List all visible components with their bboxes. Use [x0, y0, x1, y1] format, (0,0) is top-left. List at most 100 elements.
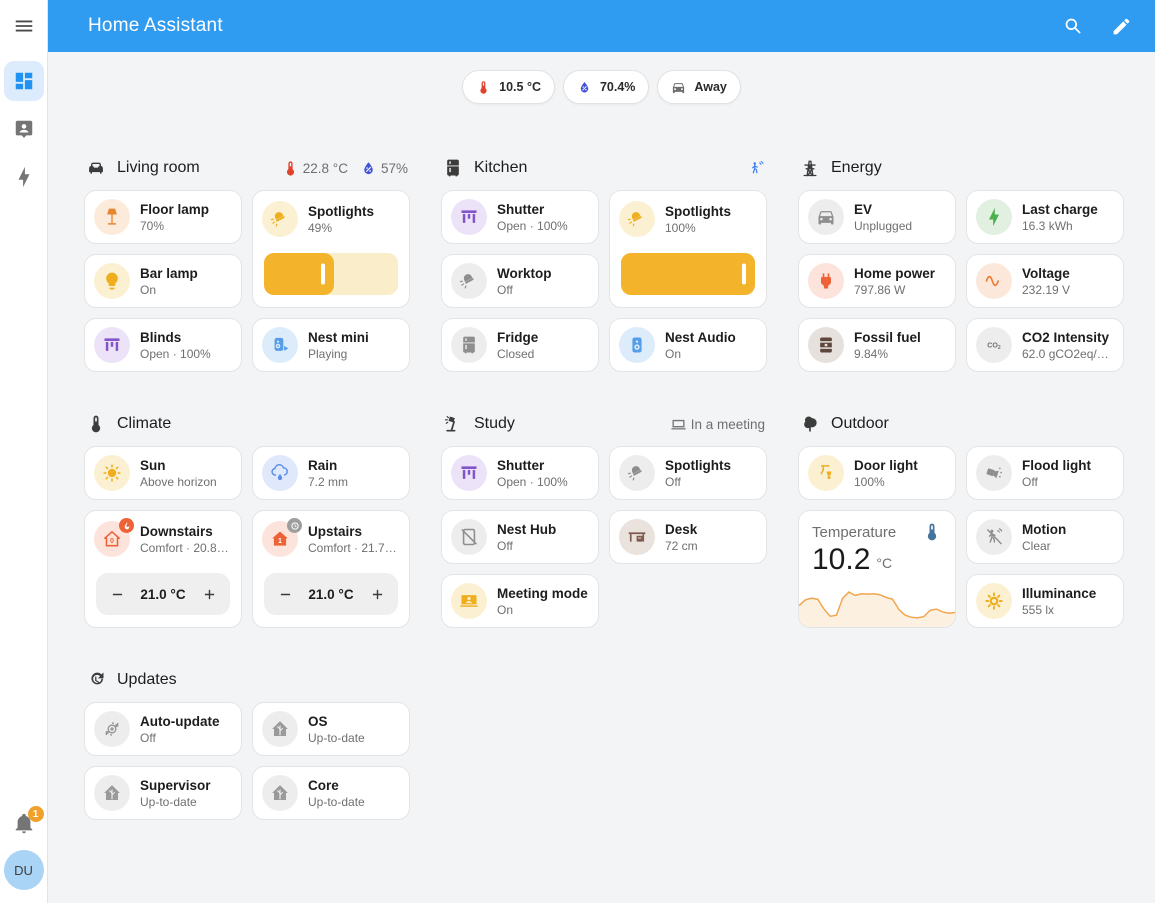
notifications-button[interactable]: 1 [13, 806, 44, 835]
svg-text:0: 0 [110, 537, 114, 545]
card-ev[interactable]: EV Unplugged [798, 190, 956, 244]
card-worktop[interactable]: Worktop Off [441, 254, 599, 308]
card-shutter[interactable]: Shutter Open · 100% [441, 446, 599, 500]
section-title: Climate [117, 415, 172, 432]
ceiling-light-icon [619, 201, 655, 237]
temp-increase-button[interactable] [188, 573, 230, 615]
section-header-updates: Updates [84, 670, 410, 690]
sensor-value-row: 10.2 °C [799, 542, 955, 577]
entity-name: Flood light [1022, 457, 1091, 473]
brightness-slider[interactable] [621, 253, 755, 295]
card-fridge[interactable]: Fridge Closed [441, 318, 599, 372]
magnify-icon [1063, 16, 1084, 37]
sensor-label: Temperature [812, 523, 897, 541]
card-text: Sun Above horizon [140, 458, 232, 489]
card-text: Rain 7.2 mm [308, 458, 400, 489]
sidebar-item-person-badge[interactable] [4, 109, 44, 149]
card-nest-mini[interactable]: Nest mini Playing [252, 318, 410, 372]
card-desk[interactable]: Desk 72 cm [609, 510, 767, 564]
card-text: Flood light Off [1022, 458, 1114, 489]
entity-name: Shutter [497, 457, 545, 473]
card-door-light[interactable]: Door light 100% [798, 446, 956, 500]
card-sun[interactable]: Sun Above horizon [84, 446, 242, 500]
brightness-slider[interactable] [264, 253, 398, 295]
card-auto-update[interactable]: Auto-update Off [84, 702, 242, 756]
card-text: Fridge Closed [497, 330, 589, 361]
card-text: Last charge 16.3 kWh [1022, 202, 1114, 233]
flash-icon [976, 199, 1012, 235]
slider-handle[interactable] [742, 263, 746, 285]
tablet-off-icon [451, 519, 487, 555]
entity-name: Auto-update [140, 713, 220, 729]
sensor-unit: °C [876, 555, 893, 571]
card-spotlights[interactable]: Spotlights Off [609, 446, 767, 500]
card-blinds[interactable]: Blinds Open · 100% [84, 318, 242, 372]
card-co2-intensity[interactable]: CO2 CO2 Intensity 62.0 gCO2eq/… [966, 318, 1124, 372]
card-core[interactable]: Core Up-to-date [252, 766, 410, 820]
entity-name: Spotlights [308, 203, 374, 219]
entity-status: 232.19 V [1022, 282, 1071, 297]
edit-button[interactable] [1111, 16, 1132, 37]
entity-status: Up-to-date [308, 794, 365, 809]
laptop-icon [670, 416, 687, 433]
card-home-power[interactable]: Home power 797.86 W [798, 254, 956, 308]
entity-status: Playing [308, 346, 348, 361]
card-voltage[interactable]: Voltage 232.19 V [966, 254, 1124, 308]
motion-sensor-icon [748, 160, 765, 177]
temp-decrease-button[interactable] [264, 573, 306, 615]
slider-handle[interactable] [320, 263, 325, 285]
user-avatar[interactable]: DU [3, 850, 44, 890]
card-text: Shutter Open · 100% [497, 458, 589, 489]
card-shutter[interactable]: Shutter Open · 100% [441, 190, 599, 244]
card-rain[interactable]: Rain 7.2 mm [252, 446, 410, 500]
card-temperature[interactable]: Temperature 10.2 °C [798, 510, 956, 628]
entity-name: Fossil fuel [854, 329, 921, 345]
card-bar-lamp[interactable]: Bar lamp On [84, 254, 242, 308]
card-nest-audio[interactable]: Nest Audio On [609, 318, 767, 372]
section-outdoor: Outdoor Door light 100% Flood light Off Tempe… [798, 414, 1124, 628]
meta-stat: 57% [360, 160, 408, 177]
card-illuminance[interactable]: Illuminance 555 lx [966, 574, 1124, 628]
card-meeting-mode[interactable]: Meeting mode On [441, 574, 599, 628]
target-temperature: 21.0 °C [140, 586, 186, 602]
chip-humidity[interactable]: 70.4% [562, 70, 650, 104]
column-3: Energy EV Unplugged Last charge 16.3 kWh Home… [798, 158, 1124, 628]
card-motion[interactable]: Motion Clear [966, 510, 1124, 564]
card-fossil-fuel[interactable]: Fossil fuel 9.84% [798, 318, 956, 372]
search-button[interactable] [1063, 16, 1084, 37]
temp-decrease-button[interactable] [96, 573, 138, 615]
card-floor-lamp[interactable]: Floor lamp 70% [84, 190, 242, 244]
card-os[interactable]: OS Up-to-date [252, 702, 410, 756]
section-title: Energy [831, 159, 882, 176]
entity-status: On [665, 346, 682, 361]
sidebar-item-energy[interactable] [4, 157, 44, 197]
chip-temperature[interactable]: 10.5 °C [462, 70, 555, 104]
card-nest-hub[interactable]: Nest Hub Off [441, 510, 599, 564]
pencil-icon [1111, 16, 1132, 37]
card-supervisor[interactable]: Supervisor Up-to-date [84, 766, 242, 820]
card-last-charge[interactable]: Last charge 16.3 kWh [966, 190, 1124, 244]
svg-text:1: 1 [278, 537, 282, 545]
card-spotlights[interactable]: Spotlights 100% [609, 190, 767, 308]
clock-badge-icon [287, 518, 302, 533]
card-text: Worktop Off [497, 266, 589, 297]
temp-increase-button[interactable] [356, 573, 398, 615]
tree-icon [800, 414, 820, 434]
ha-logo-icon [94, 775, 130, 811]
card-downstairs[interactable]: 0 Downstairs Comfort · 20.8… 21.0 °C [84, 510, 242, 628]
entity-status: Open · 100% [497, 474, 568, 489]
card-spotlights[interactable]: Spotlights 49% [252, 190, 410, 308]
flash-icon [13, 166, 35, 188]
entity-name: Spotlights [665, 457, 731, 473]
entity-status: 49% [308, 220, 333, 235]
chip-label: 70.4% [599, 80, 636, 94]
sidebar-item-dashboard[interactable] [3, 61, 44, 101]
section-kitchen: Kitchen Shutter Open · 100% Spotlights 100% W… [441, 158, 767, 372]
chip-presence[interactable]: Away [657, 70, 741, 104]
card-flood-light[interactable]: Flood light Off [966, 446, 1124, 500]
menu-button[interactable] [0, 0, 47, 52]
card-text: Spotlights 100% [665, 204, 757, 235]
cards-grid: Shutter Open · 100% Spotlights Off Nest Hub O… [441, 446, 767, 628]
card-upstairs[interactable]: 1 Upstairs Comfort · 21.7… 21.0 °C [252, 510, 410, 628]
